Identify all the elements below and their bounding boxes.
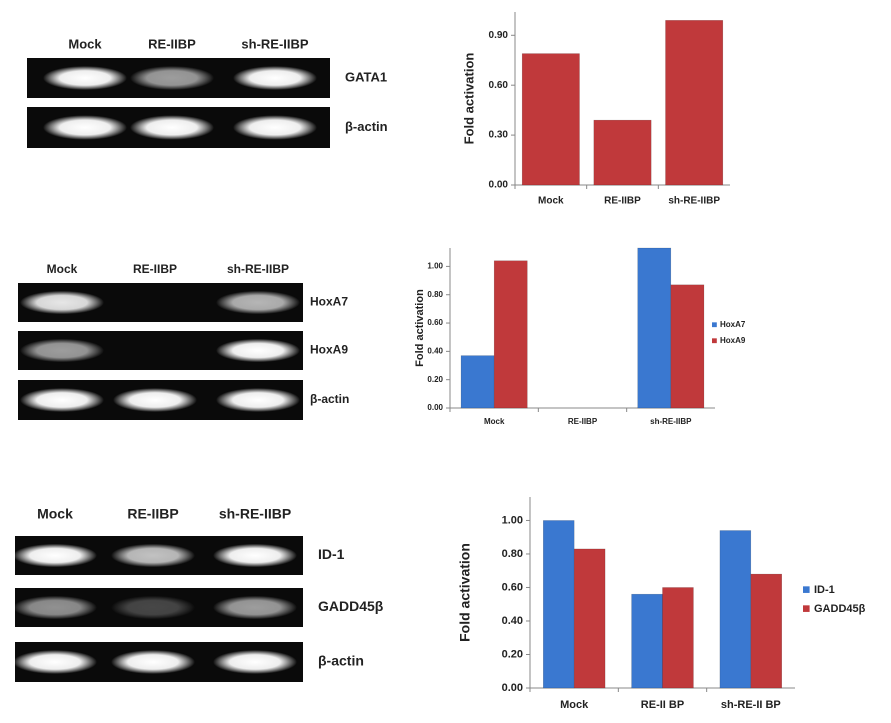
gel-band	[213, 595, 297, 620]
bar	[573, 548, 606, 689]
gel-band	[213, 543, 297, 568]
gel-band	[216, 388, 300, 412]
gel-band	[20, 388, 104, 412]
lane-label: Mock	[37, 506, 73, 522]
y-tick-label: 0.60	[489, 80, 509, 91]
gel-band	[130, 66, 214, 90]
bar	[631, 593, 663, 689]
lane-label: RE-IIBP	[148, 36, 196, 51]
lane-label: sh-RE-IIBP	[241, 36, 309, 51]
band-label: β-actin	[345, 119, 388, 134]
gel-band	[13, 650, 97, 674]
bar	[493, 260, 528, 409]
gel-band	[216, 290, 300, 315]
lane-label: sh-RE-IIBP	[227, 262, 289, 276]
y-tick-label: 0.60	[427, 318, 443, 327]
y-axis-label: Fold activation	[457, 543, 473, 642]
legend-swatch	[712, 338, 717, 344]
y-tick-label: 0.30	[489, 130, 509, 141]
bar	[662, 587, 694, 689]
legend-label: GADD45β	[814, 603, 866, 615]
y-tick-label: 1.00	[502, 514, 523, 526]
lane-label: Mock	[47, 262, 78, 276]
bar	[637, 247, 672, 409]
gel-band	[111, 650, 195, 674]
bar	[750, 573, 782, 689]
legend-label: HoxA9	[720, 336, 746, 345]
x-tick-label: Mock	[560, 699, 589, 711]
band-label: GATA1	[345, 69, 387, 84]
legend-swatch	[803, 605, 810, 612]
x-tick-label: sh-RE-II BP	[721, 699, 781, 711]
y-tick-label: 0.40	[427, 346, 443, 355]
gel-band	[13, 543, 97, 568]
x-tick-label: sh-RE-IIBP	[650, 417, 692, 426]
y-tick-label: 0.20	[502, 648, 523, 660]
y-tick-label: 0.00	[489, 180, 509, 191]
bar	[670, 284, 705, 409]
x-tick-label: RE-IIBP	[604, 196, 641, 207]
y-axis-label: Fold activation	[461, 53, 476, 145]
gel-band	[213, 650, 297, 674]
gel-band	[43, 66, 127, 90]
bar	[719, 530, 752, 689]
legend-label: ID-1	[814, 584, 835, 596]
lane-label: Mock	[68, 36, 102, 51]
gel-band	[20, 338, 104, 363]
x-tick-label: RE-IIBP	[568, 417, 598, 426]
y-tick-label: 0.60	[502, 581, 523, 593]
y-tick-label: 0.00	[427, 403, 443, 412]
y-tick-label: 0.40	[502, 615, 523, 627]
y-tick-label: 0.80	[502, 548, 523, 560]
legend-label: HoxA7	[720, 320, 746, 329]
bar	[460, 355, 495, 409]
band-label: β-actin	[318, 653, 364, 669]
bar	[543, 520, 575, 689]
x-tick-label: RE-II BP	[641, 699, 684, 711]
x-tick-label: Mock	[538, 196, 564, 207]
gel-band	[216, 338, 300, 363]
band-label: HoxA7	[310, 295, 348, 309]
x-tick-label: Mock	[484, 417, 505, 426]
gel-band	[20, 290, 104, 315]
legend-swatch	[712, 322, 717, 328]
gel-band	[113, 388, 197, 412]
band-label: ID-1	[318, 546, 345, 562]
band-label: GADD45β	[318, 598, 384, 614]
y-tick-label: 0.80	[427, 290, 443, 299]
gel-band	[233, 66, 317, 90]
y-tick-label: 0.20	[427, 375, 443, 384]
y-tick-label: 0.00	[502, 682, 523, 694]
bar	[521, 53, 580, 186]
gel-band	[130, 115, 214, 140]
y-tick-label: 0.90	[489, 30, 509, 41]
band-label: HoxA9	[310, 343, 348, 357]
gel-band	[43, 115, 127, 140]
bar	[593, 119, 652, 186]
band-label: β-actin	[310, 392, 349, 406]
lane-label: sh-RE-IIBP	[219, 506, 291, 522]
y-axis-label: Fold activation	[414, 289, 426, 367]
gel-band	[233, 115, 317, 140]
lane-label: RE-IIBP	[127, 506, 178, 522]
gel-band	[111, 543, 195, 568]
bar	[665, 20, 724, 186]
y-tick-label: 1.00	[427, 262, 443, 271]
legend-swatch	[803, 586, 810, 593]
gel-band	[13, 595, 97, 620]
lane-label: RE-IIBP	[133, 262, 177, 276]
x-tick-label: sh-RE-IIBP	[668, 196, 720, 207]
gel-band	[111, 595, 195, 620]
